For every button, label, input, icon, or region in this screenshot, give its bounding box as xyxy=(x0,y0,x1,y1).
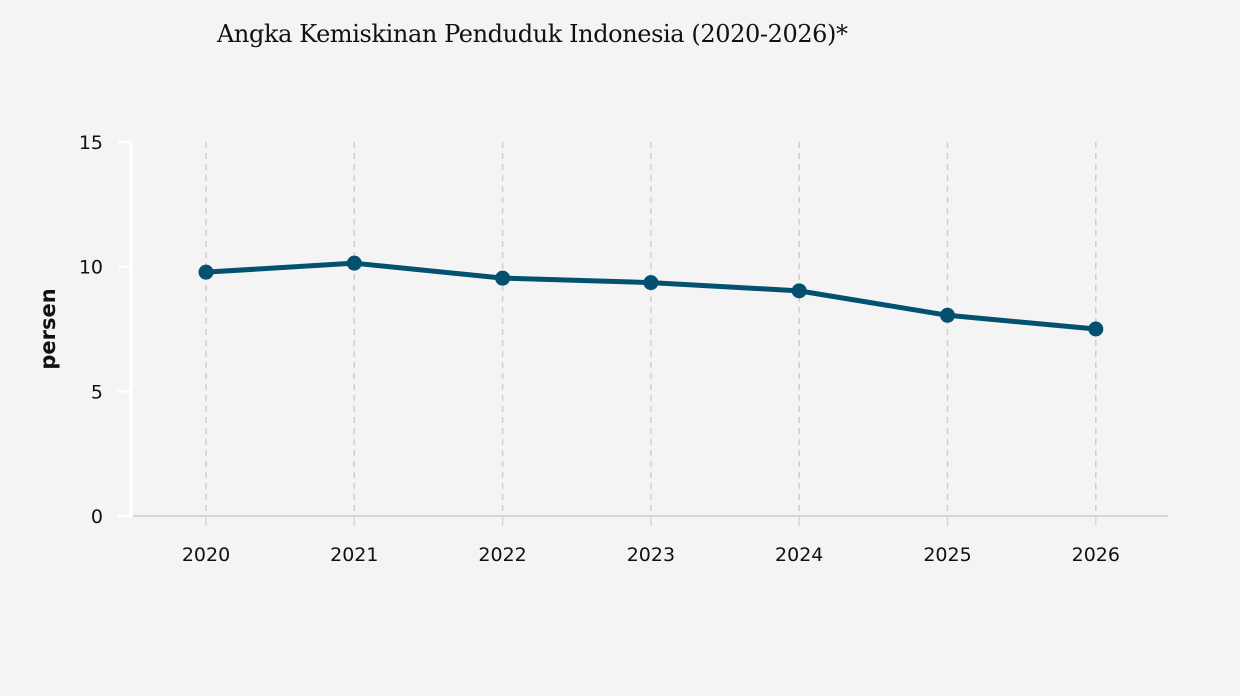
data-series xyxy=(198,255,1104,337)
data-point[interactable] xyxy=(940,307,955,323)
x-tick-label: 2022 xyxy=(478,544,526,566)
x-tick-label: 2020 xyxy=(182,544,230,566)
x-tick-label: 2025 xyxy=(923,544,971,566)
data-point[interactable] xyxy=(198,264,214,280)
y-tick-label: 5 xyxy=(91,381,103,403)
vertical-gridlines xyxy=(205,142,1097,516)
data-point[interactable] xyxy=(346,255,362,271)
y-tick-label: 10 xyxy=(79,257,103,279)
data-point[interactable] xyxy=(791,283,807,299)
x-tick-label: 2023 xyxy=(627,544,675,566)
data-point[interactable] xyxy=(1088,321,1104,337)
y-tick-label: 15 xyxy=(79,132,103,154)
x-axis: 2020 2021 2022 2023 2024 2025 2026 xyxy=(133,515,1168,566)
x-tick-label: 2024 xyxy=(775,544,823,566)
data-point[interactable] xyxy=(495,270,511,286)
y-axis-title: persen xyxy=(36,288,60,369)
y-tick-label: 0 xyxy=(91,506,103,528)
data-point[interactable] xyxy=(643,275,659,291)
y-axis: 0 5 10 15 xyxy=(79,132,133,528)
x-tick-label: 2021 xyxy=(330,544,378,566)
chart-title: Angka Kemiskinan Penduduk Indonesia (202… xyxy=(217,20,848,48)
x-tick-label: 2026 xyxy=(1072,544,1120,566)
